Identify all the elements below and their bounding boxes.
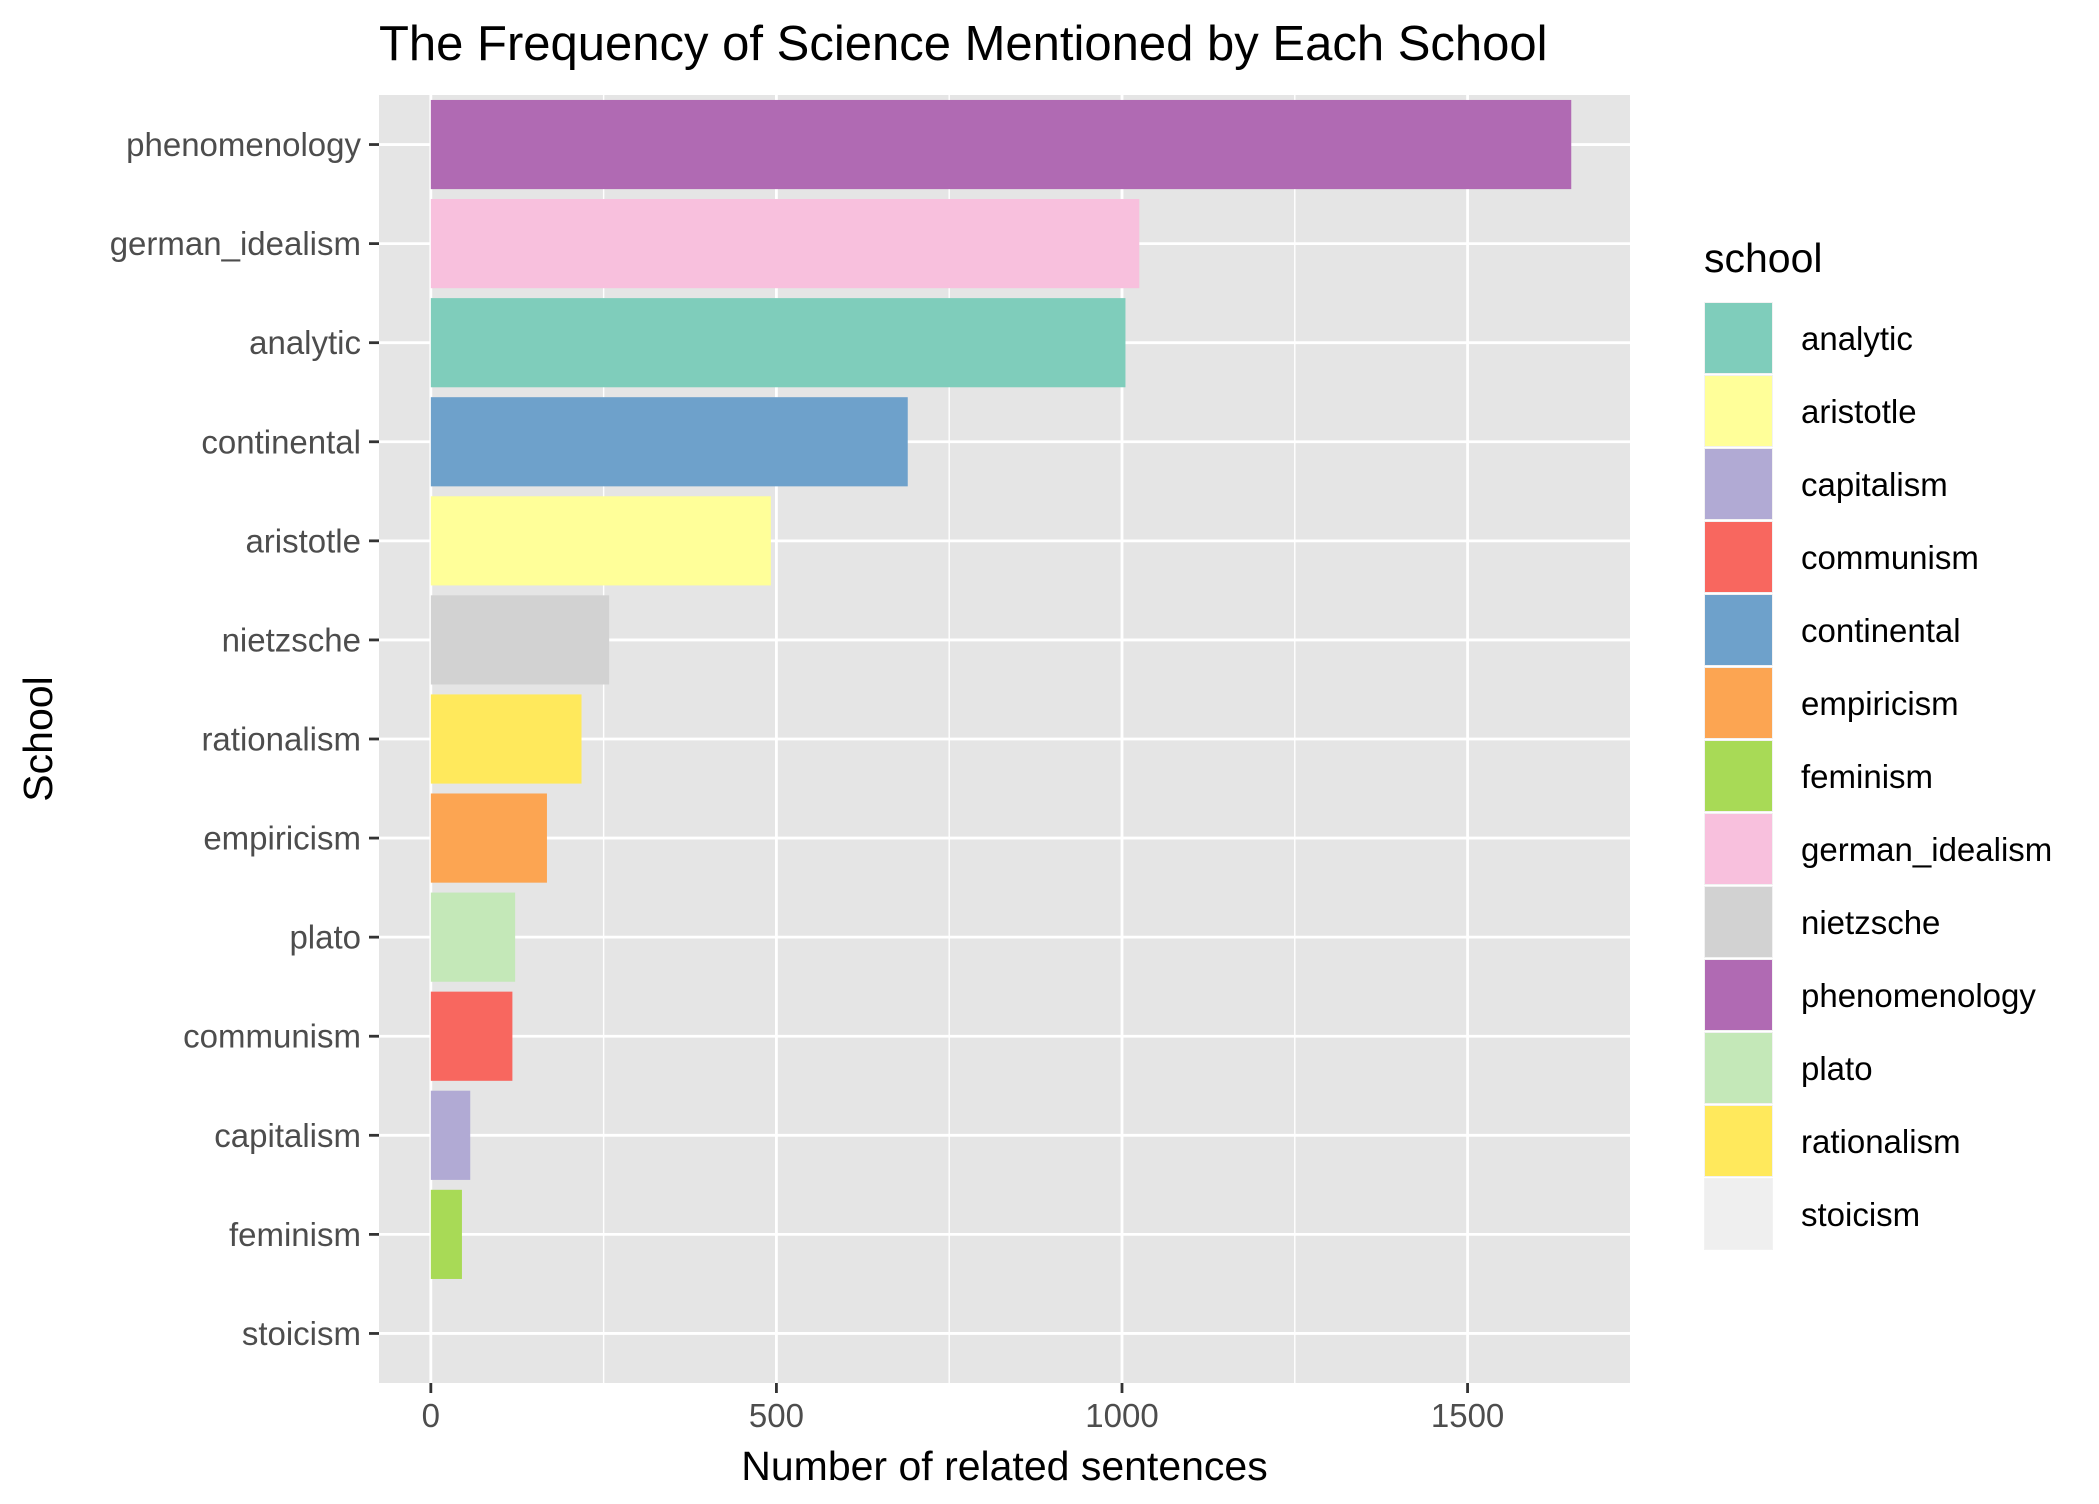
y-tick-label: phenomenology xyxy=(126,126,361,163)
legend-swatch-german_idealism xyxy=(1705,814,1772,884)
bars xyxy=(430,99,1572,1279)
legend-swatch-rationalism xyxy=(1705,1106,1772,1176)
legend-swatch-stoicism xyxy=(1705,1179,1772,1249)
legend-label: phenomenology xyxy=(1801,977,2036,1014)
bar-phenomenology xyxy=(430,99,1572,190)
y-tick-label: analytic xyxy=(249,324,361,361)
legend-label: rationalism xyxy=(1801,1123,1961,1160)
legend-label: feminism xyxy=(1801,758,1933,795)
x-tick-label: 1000 xyxy=(1085,1397,1158,1434)
legend: school analytic aristotle capitalism commun… xyxy=(1704,235,2052,1250)
y-axis: phenomenology german_idealism analytic cont… xyxy=(110,126,379,1352)
legend-swatch-phenomenology xyxy=(1705,960,1772,1030)
y-tick-label: empiricism xyxy=(203,820,361,857)
bar-feminism xyxy=(430,1189,462,1279)
y-tick-label: stoicism xyxy=(242,1315,361,1352)
legend-swatch-communism xyxy=(1705,522,1772,592)
legend-swatch-analytic xyxy=(1705,303,1772,373)
legend-swatch-capitalism xyxy=(1705,449,1772,519)
bar-plato xyxy=(430,892,516,982)
legend-title: school xyxy=(1704,235,1823,281)
bar-continental xyxy=(430,397,908,487)
y-tick-label: feminism xyxy=(229,1216,361,1253)
bar-communism xyxy=(430,991,513,1081)
legend-swatch-plato xyxy=(1705,1033,1772,1103)
legend-label: empiricism xyxy=(1801,685,1959,722)
x-tick-label: 500 xyxy=(749,1397,804,1434)
legend-swatch-continental xyxy=(1705,595,1772,665)
y-tick-label: aristotle xyxy=(245,522,361,559)
y-tick-label: continental xyxy=(201,423,361,460)
bar-analytic xyxy=(430,298,1126,388)
y-tick-label: german_idealism xyxy=(110,225,361,262)
legend-label: communism xyxy=(1801,539,1979,576)
legend-label: german_idealism xyxy=(1801,831,2052,868)
y-tick-label: nietzsche xyxy=(222,621,361,658)
legend-label: aristotle xyxy=(1801,393,1917,430)
x-axis-title: Number of related sentences xyxy=(741,1443,1267,1489)
legend-label: nietzsche xyxy=(1801,904,1940,941)
y-tick-label: capitalism xyxy=(214,1117,361,1154)
bar-empiricism xyxy=(430,793,547,883)
legend-label: capitalism xyxy=(1801,466,1948,503)
legend-label: plato xyxy=(1801,1050,1873,1087)
legend-swatch-aristotle xyxy=(1705,376,1772,446)
legend-swatch-nietzsche xyxy=(1705,887,1772,957)
x-tick-label: 1500 xyxy=(1431,1397,1504,1434)
legend-label: continental xyxy=(1801,612,1961,649)
y-tick-label: plato xyxy=(289,919,361,956)
x-tick-label: 0 xyxy=(422,1397,440,1434)
y-axis-title: School xyxy=(15,676,61,801)
bar-aristotle xyxy=(430,496,771,586)
bar-nietzsche xyxy=(430,595,610,685)
y-tick-label: communism xyxy=(183,1018,361,1055)
legend-label: stoicism xyxy=(1801,1196,1920,1233)
bar-capitalism xyxy=(430,1090,471,1180)
x-axis: 0 500 1000 1500 xyxy=(422,1383,1504,1434)
legend-swatch-feminism xyxy=(1705,741,1772,811)
bar-rationalism xyxy=(430,694,582,784)
legend-swatch-empiricism xyxy=(1705,668,1772,738)
bar-german_idealism xyxy=(430,199,1140,289)
chart-title: The Frequency of Science Mentioned by Ea… xyxy=(379,17,1548,71)
legend-label: analytic xyxy=(1801,320,1913,357)
y-tick-label: rationalism xyxy=(201,721,361,758)
